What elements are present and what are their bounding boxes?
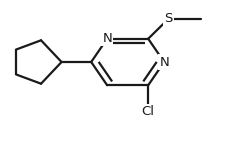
Text: N: N xyxy=(102,32,111,45)
Text: S: S xyxy=(164,12,172,25)
Text: N: N xyxy=(159,55,168,69)
Text: Cl: Cl xyxy=(141,105,154,118)
